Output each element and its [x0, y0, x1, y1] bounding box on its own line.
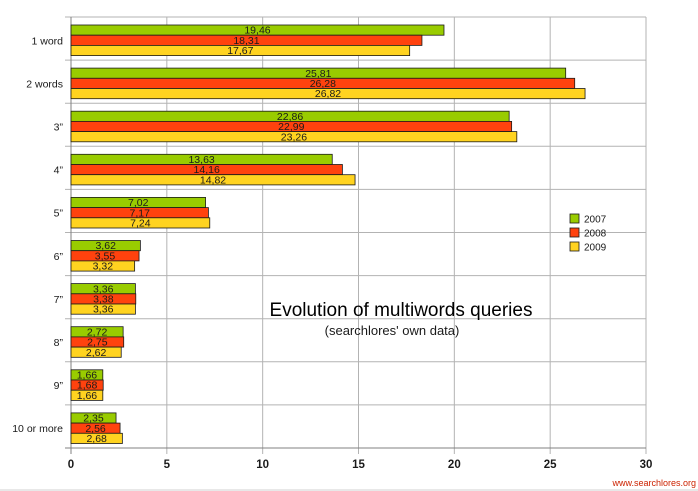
value-label-2008-9: 1,68 — [77, 380, 98, 392]
category-label-9: 9” — [54, 380, 64, 392]
bar-2009-5 — [70, 217, 211, 229]
value-label-2007-10: 2,35 — [83, 413, 104, 425]
bar-2009-3 — [70, 131, 518, 143]
x-tick-label-25: 25 — [544, 459, 557, 471]
category-label-2: 2 words — [26, 78, 63, 90]
bar-2009-8 — [70, 346, 122, 358]
value-label-2008-5: 7,17 — [129, 207, 150, 219]
value-label-2008-6: 3,55 — [95, 250, 116, 262]
legend-swatch-2008 — [569, 227, 580, 238]
value-label-2009-3: 23,26 — [281, 131, 307, 143]
x-tick-label-20: 20 — [448, 459, 461, 471]
value-label-2007-4: 13,63 — [188, 154, 214, 166]
value-label-2008-2: 26,28 — [310, 78, 336, 90]
legend: 2007 2008 2009 — [569, 213, 607, 254]
category-label-6: 6” — [54, 251, 64, 263]
category-label-8: 8” — [54, 337, 64, 349]
x-tick-label-5: 5 — [164, 459, 171, 471]
value-label-2007-1: 19,46 — [244, 25, 270, 37]
bars — [70, 24, 586, 444]
category-label-10: 10 or more — [12, 423, 63, 435]
bar-2009-7 — [70, 303, 136, 315]
legend-label-2007: 2007 — [584, 215, 607, 226]
value-label-2007-6: 3,62 — [95, 240, 116, 252]
value-label-2008-10: 2,56 — [85, 423, 106, 435]
legend-swatch-2007 — [569, 213, 580, 224]
legend-label-2008: 2008 — [584, 229, 607, 240]
value-label-2009-10: 2,68 — [86, 433, 107, 445]
bar-2009-6 — [70, 260, 136, 272]
category-label-4: 4” — [54, 165, 64, 177]
x-tick-label-0: 0 — [68, 459, 74, 471]
value-label-2009-5: 7,24 — [130, 218, 151, 230]
value-label-2009-4: 14,82 — [200, 174, 226, 186]
value-label-2008-3: 22,99 — [278, 121, 304, 133]
bar-2009-9 — [70, 389, 104, 401]
value-label-2009-2: 26,82 — [315, 88, 341, 100]
value-label-2007-2: 25,81 — [305, 68, 331, 80]
value-label-2008-1: 18,31 — [233, 35, 259, 47]
bar-2009-2 — [70, 88, 586, 100]
value-label-2008-8: 2,75 — [87, 337, 108, 349]
value-label-2008-4: 14,16 — [194, 164, 220, 176]
chart-title: Evolution of multiwords queries — [270, 300, 533, 321]
value-label-2008-7: 3,38 — [93, 294, 114, 306]
value-label-2009-7: 3,36 — [93, 304, 114, 316]
value-label-2009-9: 1,66 — [77, 390, 98, 402]
category-label-3: 3” — [54, 122, 64, 134]
legend-swatch-2009 — [569, 241, 580, 252]
bar-2009-4 — [70, 174, 356, 186]
legend-label-2009: 2009 — [584, 243, 607, 254]
value-label-2007-7: 3,36 — [93, 283, 114, 295]
value-label-2007-8: 2,72 — [87, 326, 108, 338]
x-tick-label-30: 30 — [640, 459, 653, 471]
category-label-7: 7” — [54, 294, 64, 306]
chart-subtitle: (searchlores' own data) — [325, 323, 460, 338]
x-tick-label-15: 15 — [352, 459, 365, 471]
value-label-2009-1: 17,67 — [227, 45, 253, 57]
value-label-2007-9: 1,66 — [77, 370, 98, 382]
x-axis-ticks: 0 5 10 15 20 25 30 — [68, 459, 653, 471]
value-label-2007-3: 22,86 — [277, 111, 303, 123]
bar-2009-1 — [70, 45, 411, 57]
watermark: www.searchlores.org — [611, 478, 696, 488]
value-label-2009-6: 3,32 — [93, 261, 114, 273]
value-label-2009-8: 2,62 — [86, 347, 107, 359]
category-label-1: 1 word — [31, 35, 63, 47]
x-tick-label-10: 10 — [256, 459, 269, 471]
value-label-2007-5: 7,02 — [128, 197, 149, 209]
bar-2009-10 — [70, 432, 123, 444]
category-label-5: 5” — [54, 208, 64, 220]
category-labels: 1 word 2 words 3” 4” 5” 6” 7” 8” 9” 10 or more — [12, 35, 63, 435]
